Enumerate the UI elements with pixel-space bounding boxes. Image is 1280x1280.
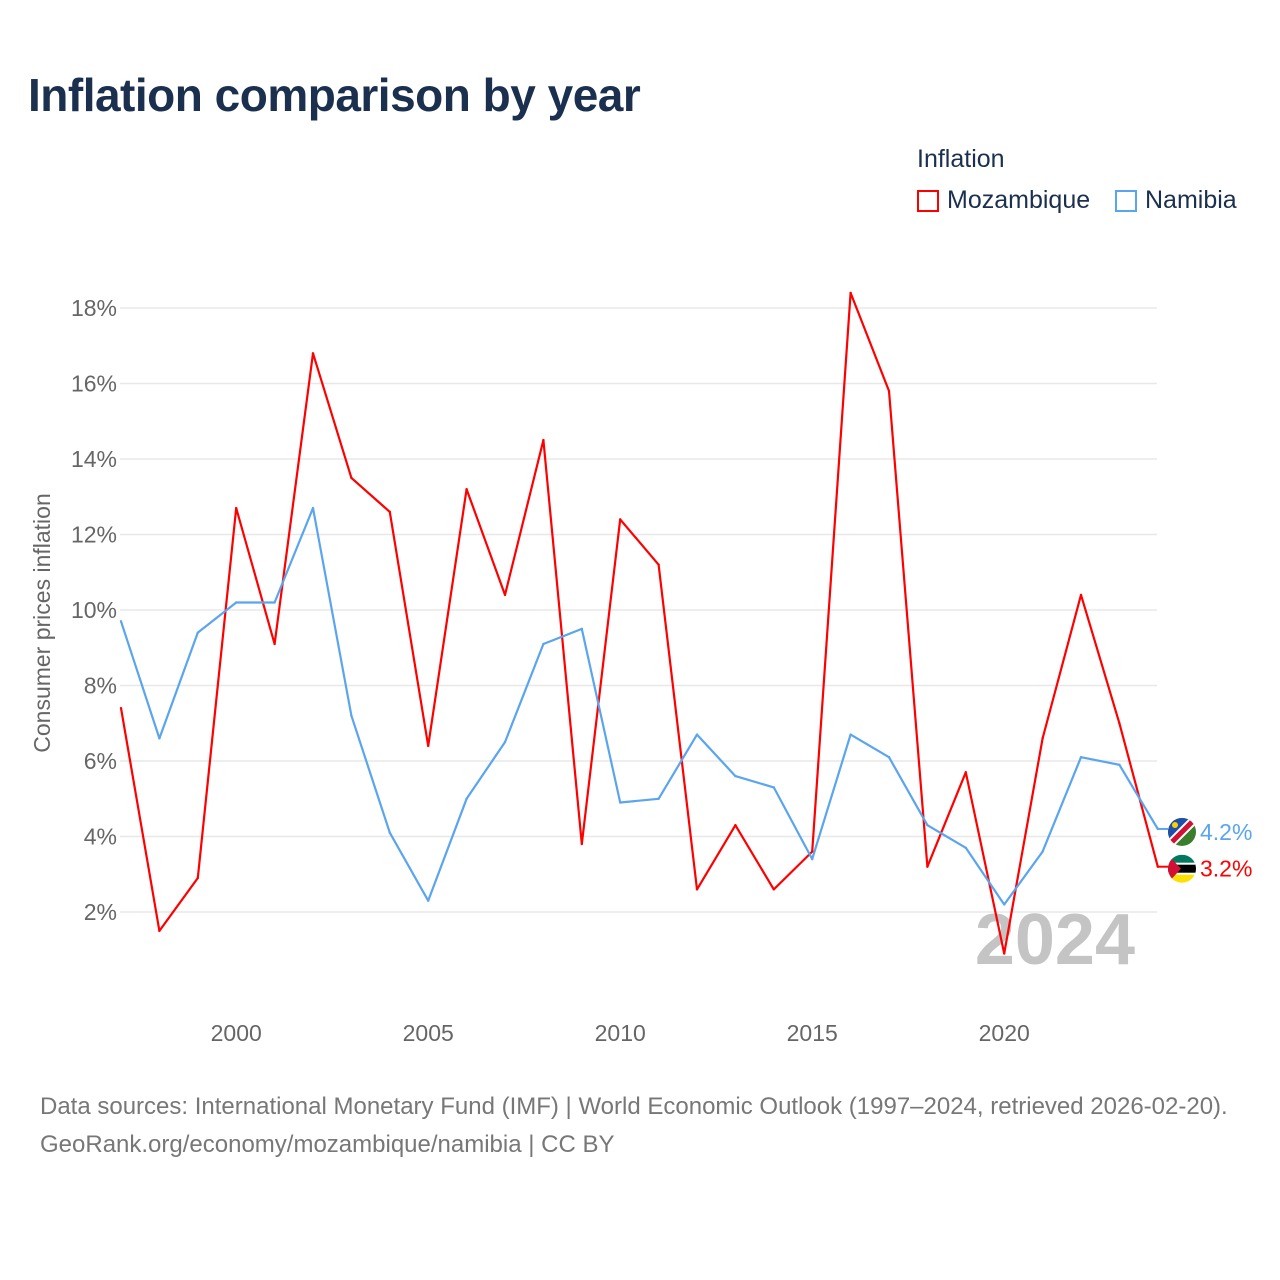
data-point-mozambique — [119, 706, 123, 710]
data-point-mozambique — [964, 771, 967, 774]
data-point-namibia — [1003, 903, 1006, 906]
x-tick-label: 2020 — [979, 1020, 1030, 1046]
series-line-mozambique — [119, 291, 1159, 955]
data-point-mozambique — [542, 438, 545, 442]
data-point-mozambique — [1118, 722, 1121, 725]
legend-label: Namibia — [1145, 186, 1237, 214]
data-point-namibia — [657, 797, 660, 800]
data-point-namibia — [350, 714, 353, 717]
data-point-mozambique — [158, 929, 161, 933]
x-tick-label: 2010 — [595, 1020, 646, 1046]
data-point-mozambique — [849, 291, 852, 295]
x-tick-label: 2005 — [403, 1020, 454, 1046]
data-point-namibia — [388, 831, 391, 834]
y-tick-label: 8% — [84, 673, 117, 699]
data-point-namibia — [887, 756, 891, 759]
data-point-namibia — [503, 740, 507, 744]
data-point-namibia — [619, 801, 622, 804]
data-point-namibia — [542, 642, 545, 646]
data-point-namibia — [311, 506, 315, 510]
namibia-flag-icon — [1168, 817, 1196, 846]
data-point-mozambique — [465, 488, 468, 491]
y-tick-label: 4% — [84, 824, 117, 850]
data-point-mozambique — [580, 842, 583, 846]
x-tick-label: 2015 — [787, 1020, 838, 1046]
data-point-mozambique — [1041, 737, 1044, 740]
data-point-mozambique — [350, 476, 353, 480]
data-point-namibia — [695, 733, 699, 736]
data-point-namibia — [772, 786, 775, 789]
end-label-namibia: 4.2% — [1200, 819, 1252, 845]
legend-item-mozambique[interactable]: Mozambique — [917, 186, 1090, 215]
data-point-mozambique — [388, 510, 391, 514]
y-tick-label: 2% — [84, 899, 117, 925]
data-point-mozambique — [503, 593, 507, 597]
data-point-mozambique — [273, 642, 276, 646]
y-tick-label: 10% — [71, 597, 117, 623]
legend-swatch-mozambique — [917, 189, 939, 212]
data-point-mozambique — [196, 876, 199, 880]
series-line-namibia — [119, 507, 1159, 906]
data-point-mozambique — [235, 506, 238, 510]
y-tick-label: 14% — [71, 446, 117, 472]
y-tick-label: 12% — [71, 522, 117, 548]
end-label-mozambique: 3.2% — [1200, 856, 1252, 882]
data-point-namibia — [273, 601, 276, 604]
legend-title: Inflation — [917, 145, 1005, 173]
data-point-mozambique — [772, 888, 775, 891]
y-tick-label: 6% — [84, 748, 117, 774]
data-point-namibia — [158, 737, 161, 740]
y-tick-label: 18% — [71, 295, 117, 321]
x-tick-label: 2000 — [211, 1020, 262, 1046]
data-point-mozambique — [1003, 952, 1006, 955]
data-point-mozambique — [926, 865, 929, 868]
data-point-mozambique — [1079, 593, 1083, 597]
data-point-namibia — [235, 601, 238, 604]
data-point-namibia — [1079, 756, 1083, 759]
data-point-mozambique — [619, 518, 622, 521]
data-point-namibia — [1118, 763, 1121, 766]
data-point-namibia — [811, 857, 814, 861]
footer: Data sources: International Monetary Fun… — [40, 1088, 1250, 1164]
data-point-mozambique — [427, 744, 430, 748]
data-point-namibia — [465, 797, 468, 800]
data-point-namibia — [926, 823, 929, 827]
y-tick-label: 16% — [71, 371, 117, 397]
data-point-mozambique — [311, 352, 315, 355]
data-point-namibia — [964, 846, 967, 850]
y-axis-label: Consumer prices inflation — [29, 493, 55, 753]
legend-label: Mozambique — [947, 186, 1091, 214]
legend-item-namibia[interactable]: Namibia — [1115, 186, 1237, 215]
data-point-namibia — [427, 899, 430, 902]
mozambique-flag-icon — [1168, 854, 1196, 883]
data-point-mozambique — [695, 888, 699, 891]
data-point-mozambique — [657, 563, 660, 566]
data-point-namibia — [1041, 850, 1044, 853]
legend-swatch-namibia — [1115, 189, 1137, 212]
data-point-namibia — [734, 774, 737, 778]
data-point-namibia — [119, 620, 123, 623]
data-point-namibia — [196, 631, 199, 634]
data-point-mozambique — [887, 389, 891, 393]
year-watermark: 2024 — [975, 900, 1135, 980]
source-link[interactable]: GeoRank.org/economy/mozambique/namibia |… — [40, 1131, 615, 1158]
data-point-namibia — [580, 627, 583, 631]
chart-title: Inflation comparison by year — [28, 69, 641, 121]
data-sources: Data sources: International Monetary Fun… — [40, 1093, 1228, 1120]
data-point-namibia — [849, 733, 852, 736]
data-point-mozambique — [811, 850, 814, 853]
data-point-mozambique — [734, 823, 737, 827]
